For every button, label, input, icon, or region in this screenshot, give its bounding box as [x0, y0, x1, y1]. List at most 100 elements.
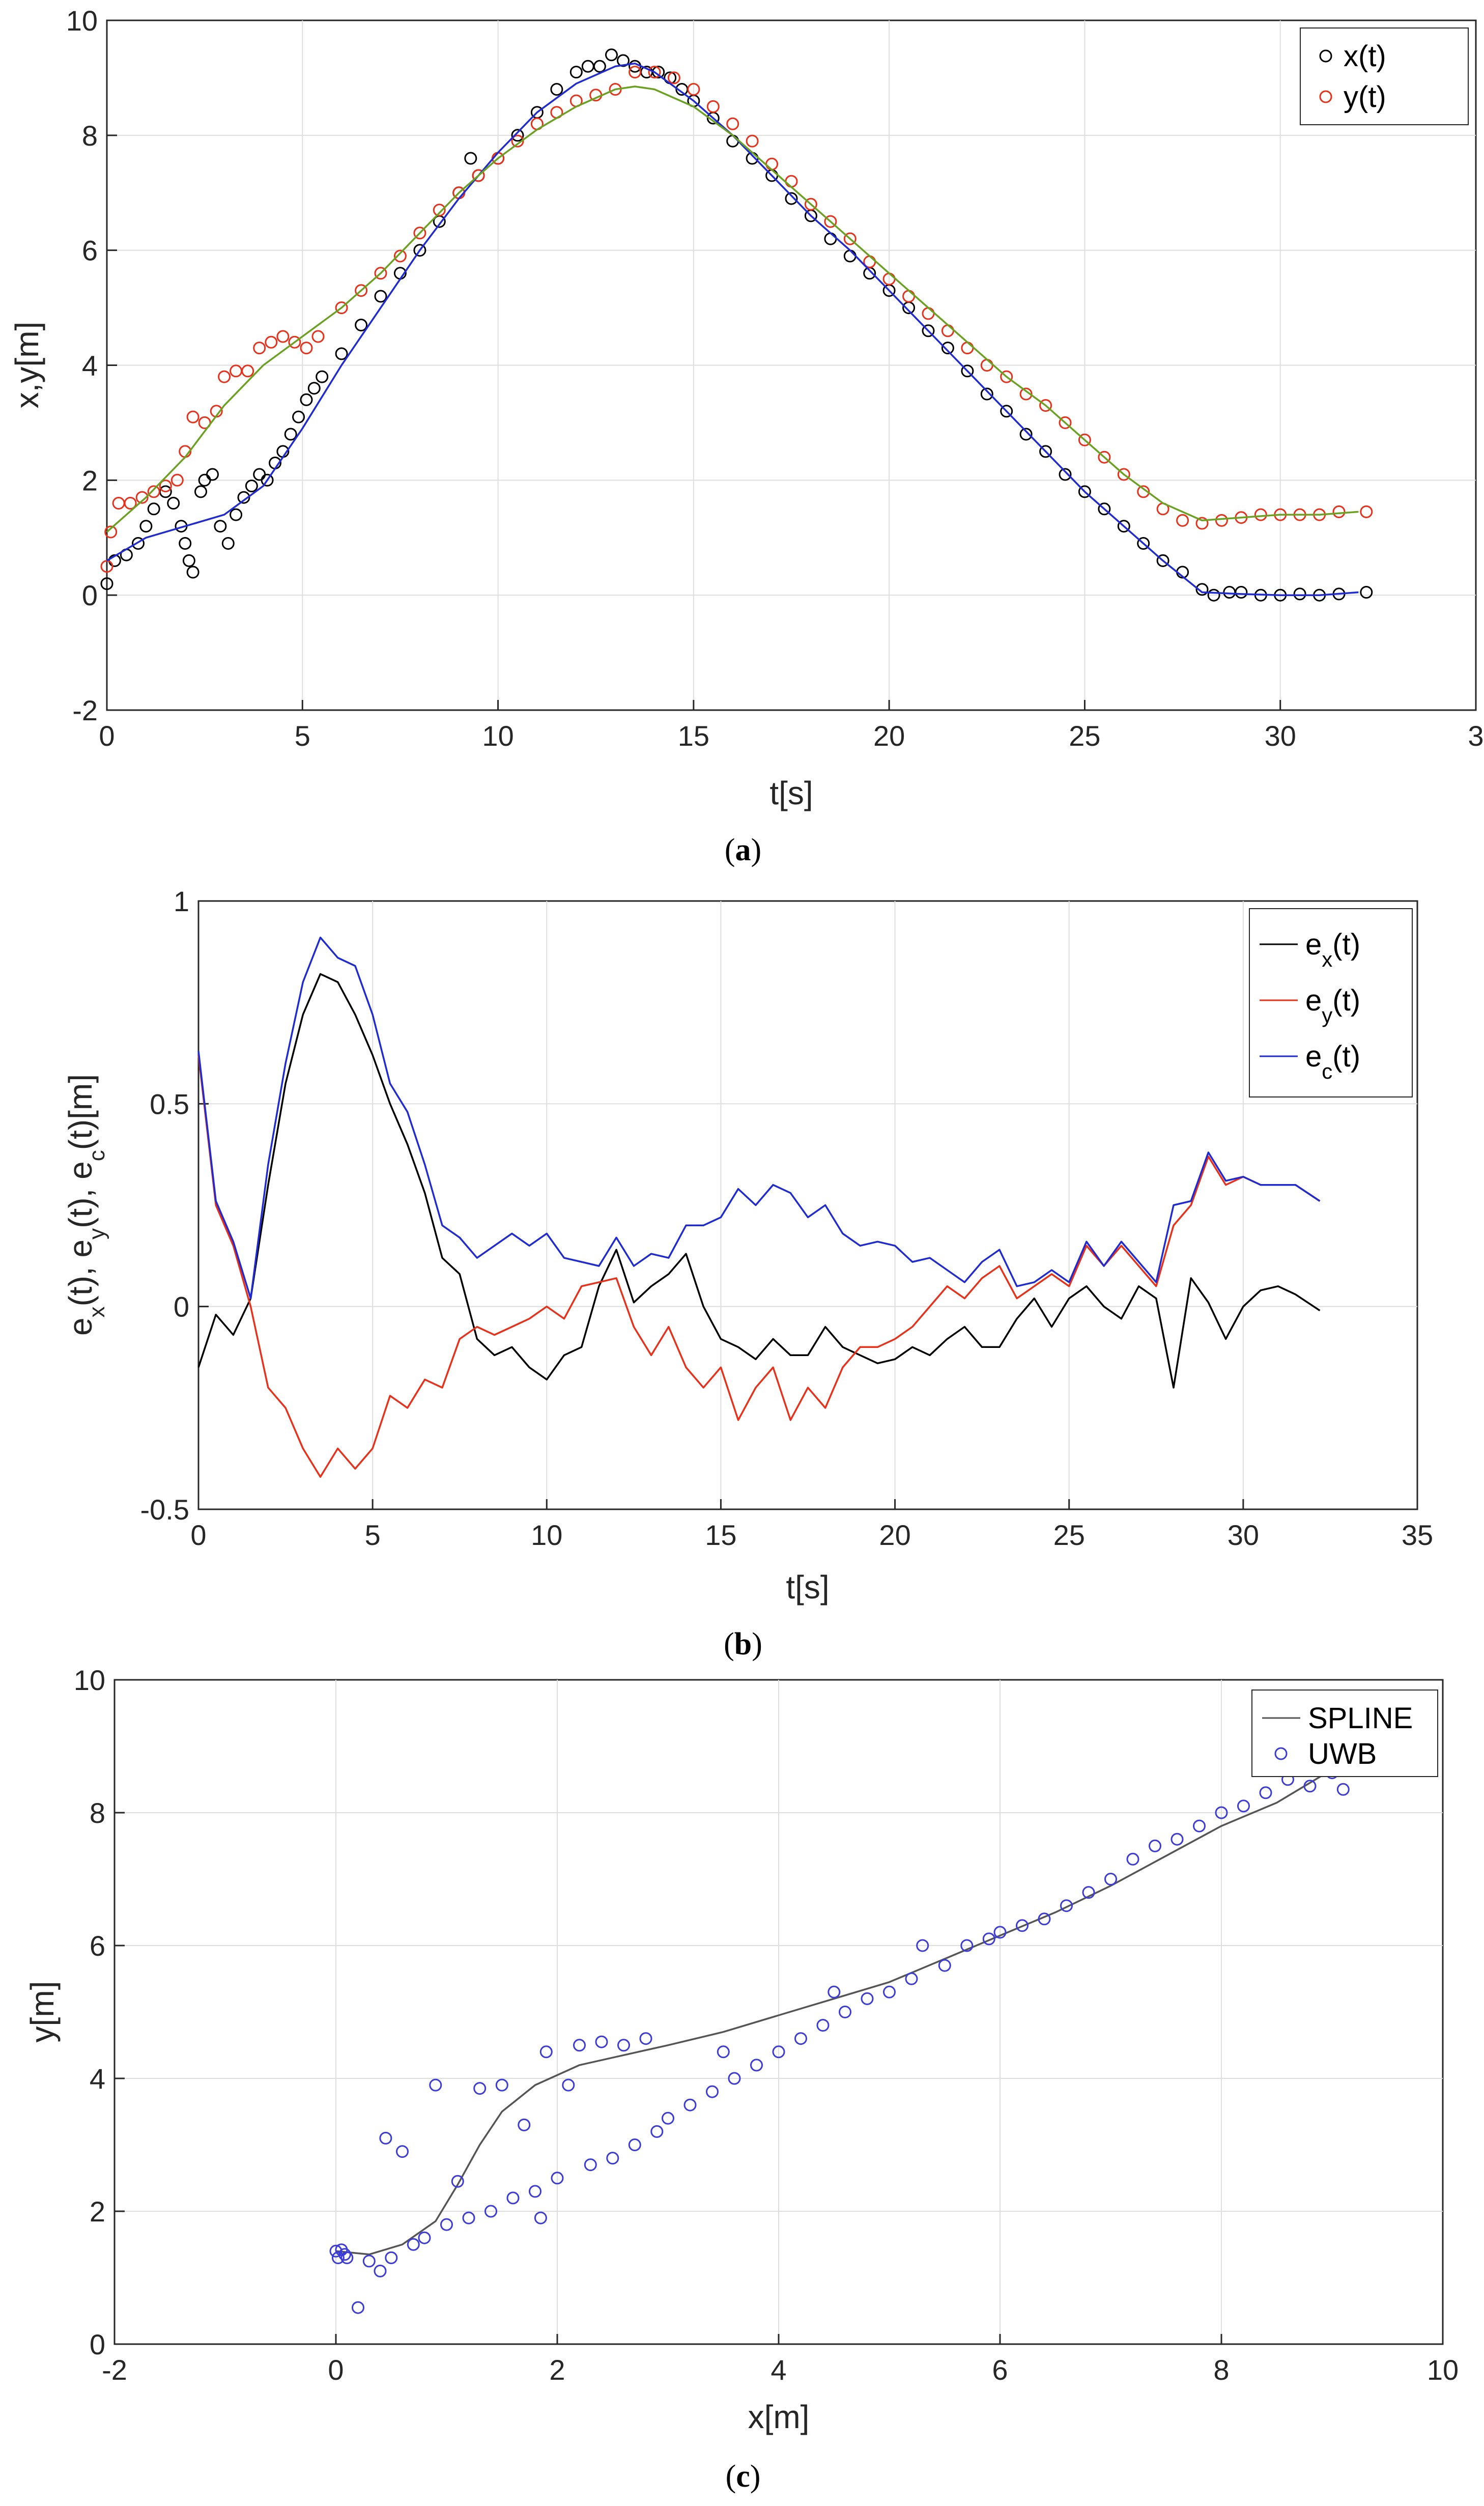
- y-tick-label: 0: [90, 2328, 105, 2360]
- data-point-uwb: [1215, 1806, 1228, 1819]
- data-point-x-t: [1098, 502, 1111, 516]
- series-line-y-fit: [106, 86, 1359, 533]
- y-tick-label: -0.5: [140, 1494, 190, 1526]
- data-point-y-t: [511, 134, 524, 148]
- data-point-x-t: [1078, 485, 1091, 498]
- x-tick-label: 20: [873, 720, 905, 752]
- data-point-uwb: [338, 2248, 351, 2261]
- y-tick-labels-a: -2 0 2 4 6 8 10: [66, 5, 98, 726]
- data-point-uwb: [362, 2255, 376, 2268]
- data-point-uwb: [1016, 1919, 1029, 1932]
- data-point-x-t: [284, 428, 297, 441]
- data-point-y-t: [241, 364, 254, 378]
- data-point-x-t: [941, 342, 954, 355]
- data-point-y-t: [218, 370, 231, 383]
- data-point-y-t: [843, 232, 857, 245]
- data-point-x-t: [206, 468, 219, 481]
- x-tick-labels-c: -2 0 2 4 6 8 10: [102, 2354, 1459, 2386]
- x-tick-label: 25: [1053, 1519, 1085, 1551]
- data-point-uwb: [1038, 1912, 1051, 1926]
- caption-b: (b): [724, 1627, 762, 1662]
- x-axis-label-a: t[s]: [769, 775, 813, 811]
- data-point-y-t: [147, 485, 160, 498]
- data-point-y-t: [413, 227, 426, 240]
- data-point-uwb: [1126, 1852, 1139, 1866]
- data-point-x-t: [186, 566, 199, 579]
- y-tick-label: 8: [82, 120, 98, 152]
- data-point-x-t: [182, 554, 195, 567]
- data-point-uwb: [451, 2175, 464, 2188]
- x-tick-labels-b: 0 5 10 15 20 25 30 35: [190, 1519, 1433, 1551]
- data-point-x-t: [1235, 586, 1248, 599]
- data-point-y-t: [1195, 517, 1209, 530]
- chart-panel-b: 0 5 10 15 20 25 30 35 -0.500.51 t[s] ex(t), ey(…: [62, 885, 1433, 1662]
- data-point-uwb: [794, 2032, 807, 2045]
- x-tick-label: 30: [1265, 720, 1296, 752]
- x-tick-label: -2: [102, 2354, 127, 2386]
- x-tick-label: 15: [678, 720, 709, 752]
- y-tick-label: 8: [90, 1797, 105, 1829]
- data-point-y-t: [1137, 485, 1150, 498]
- data-point-x-t: [1039, 445, 1052, 458]
- data-point-x-t: [179, 537, 192, 550]
- data-point-uwb: [473, 2082, 487, 2095]
- y-tick-label: 0: [82, 579, 98, 611]
- data-point-x-t: [292, 410, 305, 424]
- data-point-uwb: [518, 2118, 531, 2131]
- data-point-y-t: [746, 134, 759, 148]
- data-point-uwb: [329, 2244, 343, 2258]
- caption-a: (a): [725, 833, 761, 867]
- data-point-x-t: [550, 83, 563, 96]
- series-b: [197, 936, 1321, 1478]
- x-axis-label-c: x[m]: [748, 2399, 810, 2435]
- data-point-x-t: [1207, 588, 1220, 602]
- y-tick-label: 0.5: [150, 1088, 189, 1120]
- legend-c: SPLINE UWB: [1251, 1690, 1438, 1777]
- data-point-uwb: [816, 2019, 830, 2032]
- data-point-x-t: [980, 387, 993, 401]
- data-point-uwb: [606, 2152, 619, 2165]
- data-point-x-t: [605, 48, 618, 62]
- data-point-uwb: [1104, 1873, 1117, 1885]
- x-tick-label: 3: [1468, 720, 1483, 752]
- data-point-y-t: [824, 215, 837, 228]
- legend-box-a: [1300, 27, 1469, 125]
- data-point-y-t: [374, 267, 387, 280]
- data-point-y-t: [629, 66, 642, 79]
- data-point-x-t: [167, 497, 180, 510]
- data-point-x-t: [100, 577, 113, 590]
- legend-label-spline: SPLINE: [1308, 1702, 1413, 1735]
- data-point-uwb: [1336, 1783, 1350, 1796]
- data-point-y-t: [726, 117, 739, 130]
- data-point-y-t: [276, 330, 290, 343]
- data-point-x-t: [355, 319, 368, 331]
- data-point-uwb: [429, 2078, 442, 2092]
- legend-box-c: [1251, 1690, 1438, 1777]
- data-point-y-t: [804, 198, 817, 211]
- y-axis-label-c: y[m]: [24, 1981, 61, 2043]
- legend-label-uwb: UWB: [1308, 1737, 1377, 1770]
- data-point-uwb: [331, 2251, 345, 2264]
- data-point-uwb: [938, 1959, 951, 1972]
- data-point-uwb: [717, 2045, 730, 2059]
- data-point-uwb: [1303, 1780, 1317, 1793]
- data-point-x-t: [307, 382, 321, 395]
- data-point-x-t: [147, 502, 160, 516]
- series-line-ec-t: [197, 936, 1321, 1300]
- data-point-x-t: [132, 537, 145, 550]
- data-point-x-t: [316, 370, 329, 383]
- x-tick-label: 30: [1228, 1519, 1259, 1551]
- data-point-uwb: [352, 2301, 364, 2314]
- data-point-uwb: [1060, 1899, 1073, 1912]
- data-point-y-t: [1039, 399, 1052, 412]
- data-point-y-t: [124, 497, 137, 510]
- data-point-uwb: [374, 2264, 387, 2277]
- data-point-y-t: [288, 335, 301, 349]
- grid-a: [106, 19, 1477, 711]
- data-point-x-t: [511, 129, 524, 142]
- data-point-uwb: [551, 2172, 564, 2185]
- data-point-y-t: [1215, 514, 1228, 527]
